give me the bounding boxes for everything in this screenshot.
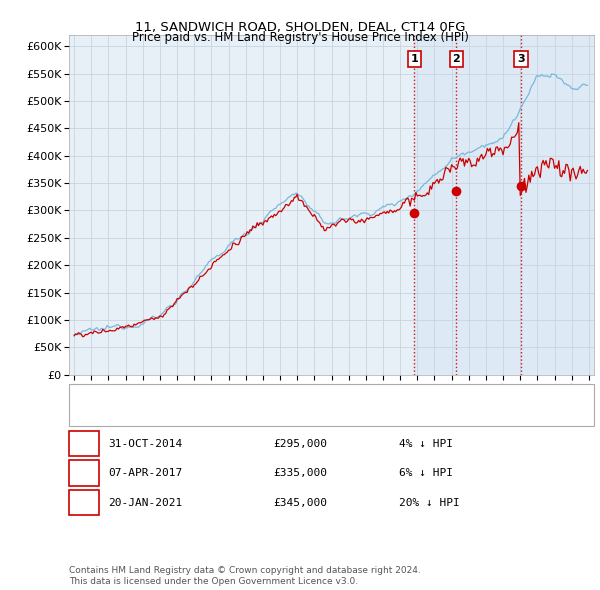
Text: 6% ↓ HPI: 6% ↓ HPI [399,468,453,478]
Text: ——: —— [80,390,104,403]
Text: 11, SANDWICH ROAD, SHOLDEN, DEAL, CT14 0FG (detached house): 11, SANDWICH ROAD, SHOLDEN, DEAL, CT14 0… [108,392,481,401]
Text: HPI: Average price, detached house, Dover: HPI: Average price, detached house, Dove… [108,408,343,418]
Text: 4% ↓ HPI: 4% ↓ HPI [399,439,453,448]
Text: 2: 2 [452,54,460,64]
Text: 20-JAN-2021: 20-JAN-2021 [108,498,182,507]
Text: 2: 2 [80,467,88,480]
Text: 20% ↓ HPI: 20% ↓ HPI [399,498,460,507]
Text: £335,000: £335,000 [273,468,327,478]
Text: 3: 3 [80,496,88,509]
Text: ——: —— [80,407,104,419]
Text: Contains HM Land Registry data © Crown copyright and database right 2024.: Contains HM Land Registry data © Crown c… [69,566,421,575]
Text: 1: 1 [80,437,88,450]
Text: £295,000: £295,000 [273,439,327,448]
Text: 07-APR-2017: 07-APR-2017 [108,468,182,478]
Text: £345,000: £345,000 [273,498,327,507]
Text: 1: 1 [410,54,418,64]
Text: Price paid vs. HM Land Registry's House Price Index (HPI): Price paid vs. HM Land Registry's House … [131,31,469,44]
Text: 11, SANDWICH ROAD, SHOLDEN, DEAL, CT14 0FG: 11, SANDWICH ROAD, SHOLDEN, DEAL, CT14 0… [135,21,465,34]
Text: 31-OCT-2014: 31-OCT-2014 [108,439,182,448]
Text: This data is licensed under the Open Government Licence v3.0.: This data is licensed under the Open Gov… [69,577,358,586]
Text: 3: 3 [517,54,525,64]
Bar [415,35,600,375]
